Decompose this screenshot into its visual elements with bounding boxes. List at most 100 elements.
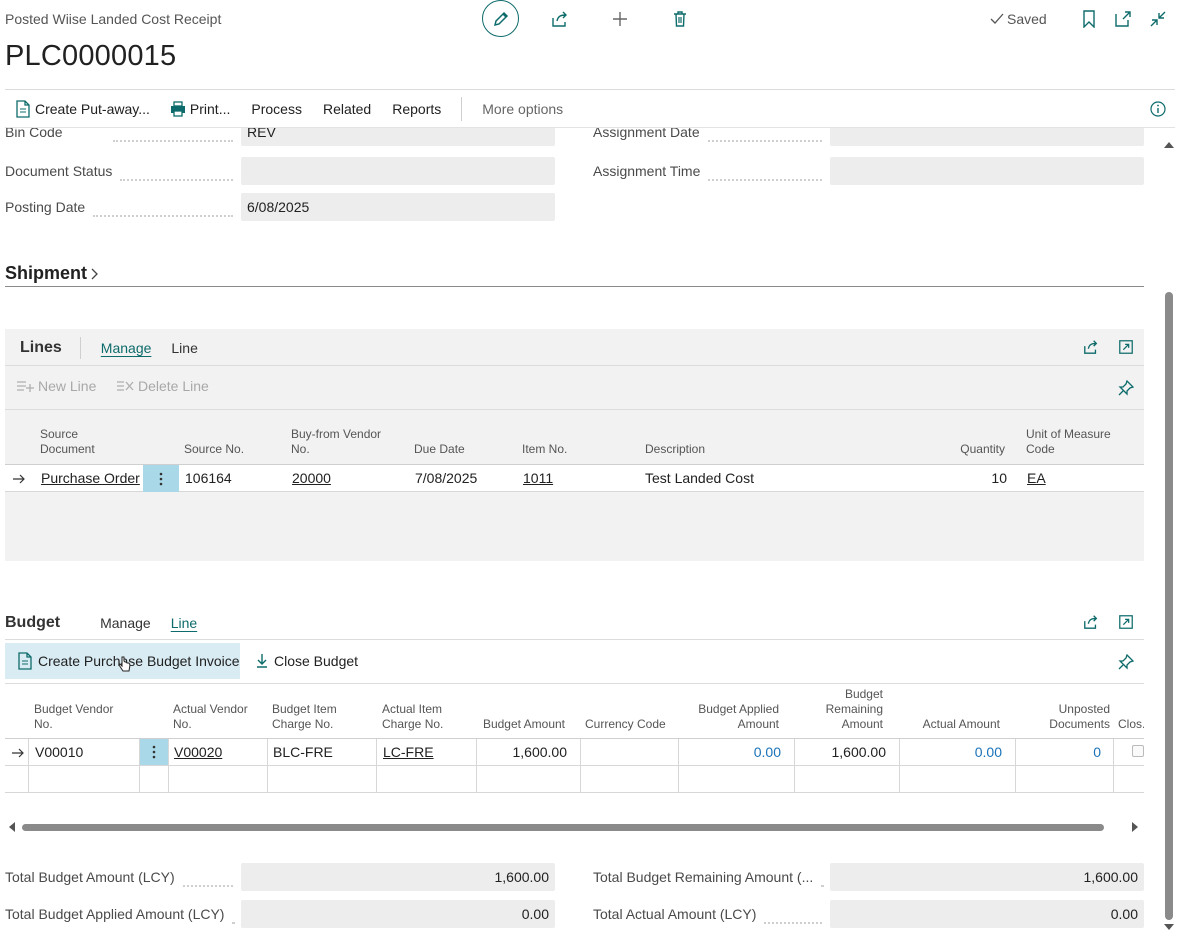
row-budget-vendor-no[interactable]: V00010 (35, 744, 84, 760)
related-menu[interactable]: Related (322, 101, 372, 117)
label-leader (764, 922, 822, 924)
row-buy-from-vendor-no[interactable]: 20000 (292, 470, 331, 486)
col-item-no[interactable]: Item No. (522, 442, 568, 456)
lines-tab-line[interactable]: Line (171, 339, 198, 356)
col-due-date[interactable]: Due Date (414, 442, 465, 456)
row-actions-button[interactable] (143, 465, 179, 492)
total-budget-applied-label: Total Budget Applied Amount (LCY) (5, 906, 225, 922)
row-uom-code[interactable]: EA (1027, 470, 1046, 486)
hand-pointer-cursor-icon (118, 656, 131, 672)
row-unposted-documents[interactable]: 0 (1093, 744, 1101, 760)
col-budget-amount[interactable]: Budget Amount (482, 717, 565, 731)
budget-tab-line[interactable]: Line (170, 615, 198, 631)
row-source-document[interactable]: Purchase Order (41, 470, 140, 486)
print-label: Print... (189, 101, 231, 117)
col-uom-code[interactable]: Unit of Measure Code (1026, 427, 1111, 456)
scroll-right-icon[interactable] (1131, 822, 1139, 832)
bin-code-value[interactable]: REV (241, 128, 555, 146)
lines-tab-manage[interactable]: Manage (100, 339, 152, 356)
open-in-new-window-icon (1115, 11, 1131, 27)
col-unposted-documents[interactable]: Unposted Documents (1049, 702, 1110, 731)
col-budget-vendor-no[interactable]: Budget Vendor No. (34, 702, 114, 731)
row-source-no: 106164 (185, 470, 232, 486)
grid-row-line (5, 765, 1144, 766)
scroll-down-icon[interactable] (1164, 923, 1174, 931)
total-budget-amount-text: 1,600.00 (494, 869, 550, 885)
process-menu[interactable]: Process (251, 101, 302, 117)
col-quantity[interactable]: Quantity (960, 442, 1005, 456)
row-item-no[interactable]: 1011 (523, 470, 554, 486)
more-vertical-icon (152, 745, 156, 759)
row-budget-item-charge-no[interactable]: BLC-FRE (273, 744, 333, 760)
document-status-value[interactable] (241, 157, 555, 185)
create-putaway-action[interactable]: Create Put-away... (15, 100, 150, 118)
col-actual-amount[interactable]: Actual Amount (922, 717, 1000, 731)
lines-expand-button[interactable] (1116, 337, 1136, 357)
row-budget-remaining-amount[interactable]: 1,600.00 (831, 744, 887, 760)
new-line-action[interactable]: New Line (16, 378, 96, 394)
collapse-icon (1150, 11, 1166, 27)
bookmark-button[interactable] (1078, 8, 1100, 30)
row-closed-checkbox[interactable] (1132, 745, 1144, 757)
col-source-document[interactable]: Source Document (40, 427, 95, 456)
total-budget-amount-value[interactable]: 1,600.00 (241, 863, 555, 891)
budget-personalize-button[interactable] (1116, 652, 1136, 672)
total-actual-amount-value[interactable]: 0.00 (830, 900, 1144, 928)
shipment-divider (5, 286, 1144, 287)
shipment-fasttab-header[interactable]: Shipment (5, 263, 100, 284)
open-new-window-button[interactable] (1112, 8, 1134, 30)
delete-button[interactable] (669, 8, 691, 30)
budget-share-button[interactable] (1081, 612, 1101, 632)
col-source-no[interactable]: Source No. (184, 442, 245, 456)
col-currency-code[interactable]: Currency Code (585, 717, 666, 731)
col-actual-vendor-no[interactable]: Actual Vendor No. (173, 702, 248, 731)
more-options-menu[interactable]: More options (482, 101, 564, 117)
assignment-date-value[interactable] (830, 128, 1144, 146)
total-budget-remaining-field: Total Budget Remaining Amount (... 1,600… (593, 863, 1144, 891)
row-actions-button[interactable] (140, 739, 168, 765)
grid-col-line (899, 739, 900, 793)
col-budget-item-charge-no[interactable]: Budget Item Charge No. (272, 702, 337, 731)
reports-menu[interactable]: Reports (392, 101, 442, 117)
total-budget-applied-value[interactable]: 0.00 (241, 900, 555, 928)
new-button[interactable] (609, 8, 631, 30)
saved-status: Saved (989, 11, 1047, 27)
assignment-time-value[interactable] (830, 157, 1144, 185)
lines-personalize-button[interactable] (1116, 378, 1136, 398)
col-description[interactable]: Description (645, 442, 706, 456)
posting-date-value[interactable]: 6/08/2025 (241, 193, 555, 221)
scroll-up-icon[interactable] (1164, 141, 1174, 149)
total-actual-amount-text: 0.00 (1110, 906, 1138, 922)
row-actual-item-charge-no[interactable]: LC-FRE (383, 744, 434, 760)
row-actual-vendor-no[interactable]: V00020 (174, 744, 223, 760)
collapse-button[interactable] (1147, 8, 1169, 30)
lines-share-button[interactable] (1081, 337, 1101, 357)
scrollbar-thumb[interactable] (1165, 292, 1173, 920)
col-actual-item-charge-no[interactable]: Actual Item Charge No. (382, 702, 444, 731)
budget-tab-manage[interactable]: Manage (100, 615, 151, 631)
scrollbar-thumb[interactable] (22, 824, 1104, 831)
lines-title: Lines (20, 338, 62, 356)
share-button[interactable] (549, 8, 571, 30)
action-bar: Create Put-away... Print... Process Rela… (5, 90, 1175, 128)
row-budget-applied-amount[interactable]: 0.00 (753, 744, 781, 760)
col-buy-from-vendor-no[interactable]: Buy-from Vendor No. (291, 427, 382, 456)
total-budget-remaining-value[interactable]: 1,600.00 (830, 863, 1144, 891)
info-button[interactable] (1148, 99, 1168, 119)
col-budget-remaining-amount[interactable]: Budget Remaining Amount (825, 687, 883, 731)
edit-button[interactable] (482, 0, 519, 37)
row-actual-amount[interactable]: 0.00 (974, 744, 1002, 760)
close-budget-label: Close Budget (274, 653, 359, 669)
page-vertical-scrollbar[interactable] (1162, 135, 1176, 932)
scroll-left-icon[interactable] (8, 822, 16, 832)
col-closed[interactable]: Clos... (1118, 717, 1144, 731)
table-row[interactable]: Purchase Order 106164 20000 7/08/2025 10… (5, 465, 1144, 492)
delete-line-action[interactable]: Delete Line (116, 378, 209, 394)
budget-horizontal-scrollbar[interactable] (5, 820, 1144, 834)
table-row[interactable]: V00010 V00020 BLC-FRE LC-FRE 1,600.00 0.… (5, 739, 1144, 765)
print-action[interactable]: Print... (170, 101, 230, 117)
row-budget-amount[interactable]: 1,600.00 (512, 744, 568, 760)
col-budget-applied-amount[interactable]: Budget Applied Amount (698, 702, 779, 731)
close-budget-button[interactable]: Close Budget (255, 643, 358, 679)
budget-expand-button[interactable] (1116, 612, 1136, 632)
